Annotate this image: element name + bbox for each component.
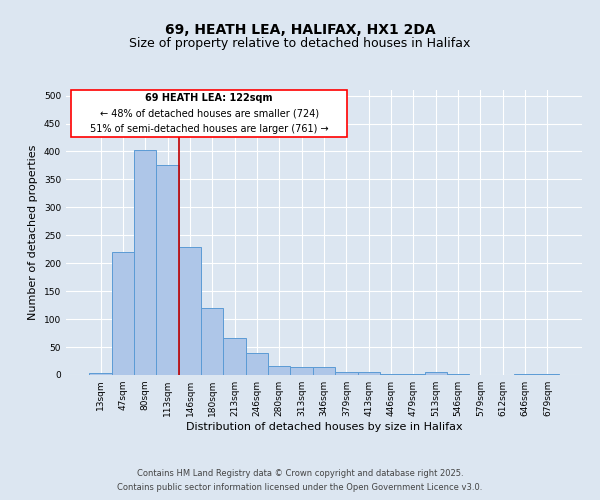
Bar <box>268 366 290 375</box>
Bar <box>313 367 335 375</box>
Bar <box>223 338 246 375</box>
Bar <box>380 374 402 375</box>
Bar <box>335 372 358 375</box>
Bar <box>201 308 223 375</box>
Y-axis label: Number of detached properties: Number of detached properties <box>28 145 38 320</box>
Bar <box>290 366 313 375</box>
Bar <box>112 252 134 375</box>
Bar <box>425 372 447 375</box>
Bar <box>246 352 268 375</box>
Text: Contains HM Land Registry data © Crown copyright and database right 2025.: Contains HM Land Registry data © Crown c… <box>137 468 463 477</box>
FancyBboxPatch shape <box>71 90 347 137</box>
Bar <box>514 374 536 375</box>
Bar <box>358 372 380 375</box>
Text: ← 48% of detached houses are smaller (724): ← 48% of detached houses are smaller (72… <box>100 108 319 118</box>
Bar <box>179 247 201 375</box>
X-axis label: Distribution of detached houses by size in Halifax: Distribution of detached houses by size … <box>185 422 463 432</box>
Text: 51% of semi-detached houses are larger (761) →: 51% of semi-detached houses are larger (… <box>90 124 329 134</box>
Text: Size of property relative to detached houses in Halifax: Size of property relative to detached ho… <box>130 38 470 51</box>
Text: 69, HEATH LEA, HALIFAX, HX1 2DA: 69, HEATH LEA, HALIFAX, HX1 2DA <box>164 22 436 36</box>
Text: 69 HEATH LEA: 122sqm: 69 HEATH LEA: 122sqm <box>145 94 273 104</box>
Bar <box>134 150 157 375</box>
Bar <box>402 374 425 375</box>
Bar <box>157 166 179 375</box>
Text: Contains public sector information licensed under the Open Government Licence v3: Contains public sector information licen… <box>118 484 482 492</box>
Bar <box>447 374 469 375</box>
Bar <box>536 374 559 375</box>
Bar <box>89 374 112 375</box>
